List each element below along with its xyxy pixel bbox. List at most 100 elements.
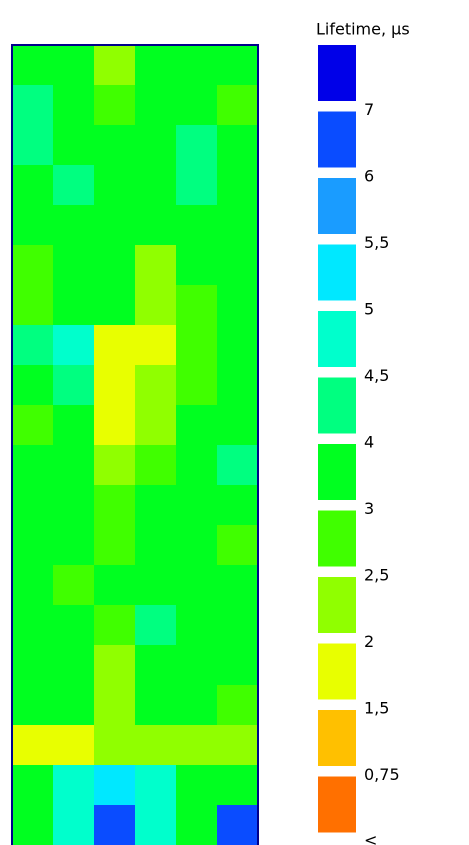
heatmap-cell [217,605,259,646]
heatmap-cell [12,405,54,446]
heatmap-cell [176,805,218,845]
heatmap-cell [135,365,177,406]
heatmap-cell [217,285,259,326]
heatmap-cell [94,805,136,845]
heatmap-cell [217,645,259,686]
heatmap-cell [53,205,95,246]
heatmap-cell [217,205,259,246]
heatmap-cell [217,325,259,366]
heatmap-cell [176,525,218,566]
heatmap-cell [176,605,218,646]
heatmap-cell [12,565,54,606]
colorbar-tick-label: 2,5 [364,566,389,585]
heatmap-cell [94,85,136,126]
colorbar-swatch [318,577,356,633]
heatmap-cell [217,445,259,486]
heatmap-cell [53,645,95,686]
colorbar-swatch [318,643,356,700]
heatmap-cell [94,605,136,646]
heatmap-cell [217,765,259,806]
heatmap-cell [176,565,218,606]
heatmap-cell [217,245,259,286]
heatmap-cell [176,125,218,166]
heatmap-cell [53,325,95,366]
heatmap-cell [12,45,54,86]
colorbar-swatch [318,510,356,567]
heatmap-cell [217,85,259,126]
colorbar-swatch [318,311,356,367]
colorbar-swatch [318,444,356,500]
heatmap-cell [217,365,259,406]
heatmap-cell [12,85,54,126]
heatmap-cell [12,245,54,286]
heatmap-cell [53,685,95,726]
heatmap-cell [135,85,177,126]
heatmap-cell [53,85,95,126]
colorbar-tick-label: 7 [364,100,374,119]
heatmap-cell [217,725,259,766]
heatmap-cell [176,405,218,446]
heatmap-cell [217,565,259,606]
heatmap-cell [53,245,95,286]
colorbar-tick-label: 6 [364,167,374,186]
heatmap-cell [12,365,54,406]
heatmap-cell [135,165,177,206]
heatmap-cell [135,605,177,646]
colorbar-tick-label: 4 [364,433,374,452]
heatmap-cell [12,725,54,766]
heatmap-cell [94,445,136,486]
heatmap-cell [12,285,54,326]
heatmap-cell [217,45,259,86]
heatmap-cell [135,285,177,326]
heatmap-cell [12,805,54,845]
colorbar-swatch [318,377,356,434]
heatmap-cell [53,485,95,526]
heatmap-cell [135,405,177,446]
heatmap-cell [12,685,54,726]
heatmap-cell [176,365,218,406]
heatmap-cell [53,765,95,806]
heatmap-cell [135,325,177,366]
heatmap-cell [135,725,177,766]
colorbar-tick-label: 0,75 [364,765,400,784]
map-frame [11,44,259,845]
heatmap-cell [53,605,95,646]
heatmap-cell [12,205,54,246]
heatmap-cell [135,245,177,286]
heatmap-cell [94,125,136,166]
heatmap-cell [217,805,259,845]
heatmap-cell [53,125,95,166]
heatmap-cell [94,765,136,806]
heatmap-cell [94,365,136,406]
heatmap-cell [176,85,218,126]
heatmap-cell [94,565,136,606]
colorbar-swatch [318,244,356,301]
heatmap-cell [53,165,95,206]
heatmap-cell [53,285,95,326]
heatmap-cell [176,445,218,486]
heatmap-cell [12,125,54,166]
heatmap-cell [135,645,177,686]
heatmap-cell [12,485,54,526]
colorbar-title: Lifetime, µs [316,20,410,39]
heatmap-cell [53,805,95,845]
heatmap-cell [135,205,177,246]
heatmap-cell [53,405,95,446]
heatmap-cell [135,765,177,806]
heatmap-cell [94,525,136,566]
colorbar-tick-label: 5,5 [364,233,389,252]
heatmap-cell [12,645,54,686]
heatmap-cell [217,485,259,526]
heatmap-cell [53,525,95,566]
heatmap-cell [12,325,54,366]
heatmap-cell [94,285,136,326]
heatmap-cell [217,685,259,726]
heatmap-cell [135,525,177,566]
heatmap-cell [176,245,218,286]
heatmap-cell [135,125,177,166]
heatmap-cell [176,285,218,326]
heatmap-cell [53,365,95,406]
heatmap-cell [176,725,218,766]
heatmap-cell [94,245,136,286]
